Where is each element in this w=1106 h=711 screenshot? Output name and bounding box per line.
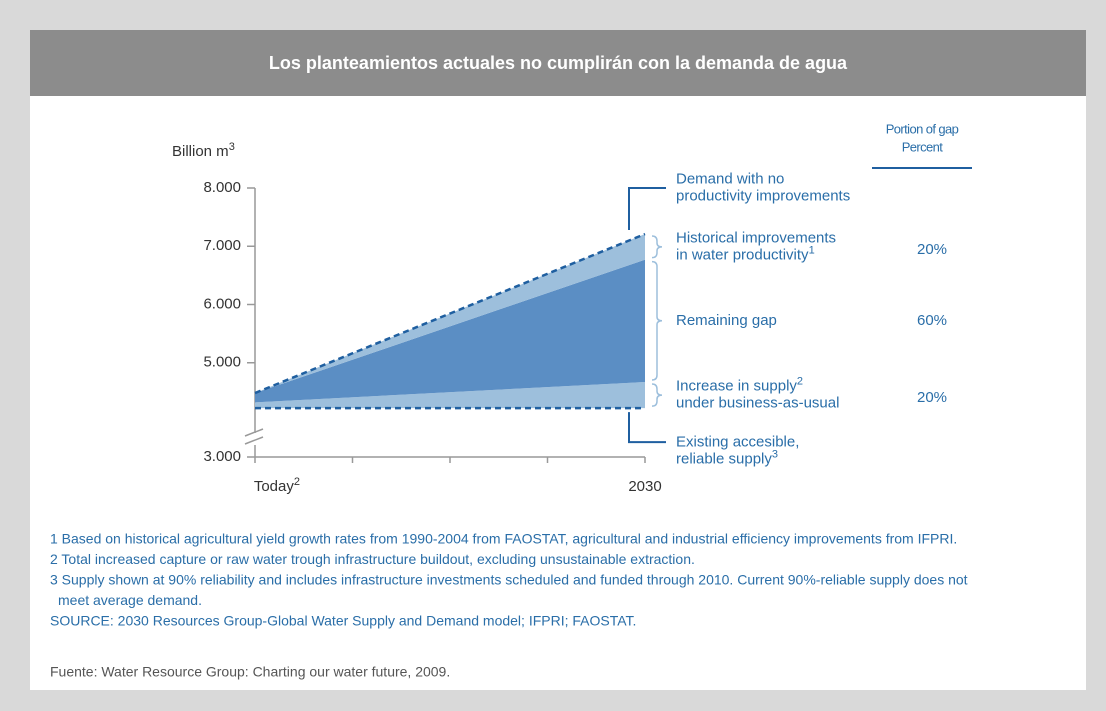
series-label: Historical improvements — [676, 229, 836, 246]
header-bar — [30, 30, 1086, 96]
y-axis-label-sup: 3 — [229, 141, 235, 153]
y-tick-label: 8.000 — [203, 179, 241, 196]
dashed-line — [254, 232, 646, 395]
footnote: 1 Based on historical agricultural yield… — [50, 531, 957, 547]
share-value: 20% — [917, 241, 947, 258]
x-tick-label-text: Today — [254, 478, 295, 495]
series-label-text: Increase in supply — [676, 378, 797, 395]
brace — [651, 235, 663, 259]
footnote: 3 Supply shown at 90% reliability and in… — [50, 572, 968, 588]
source-note: Fuente: Water Resource Group: Charting o… — [50, 664, 450, 680]
y-tick-label: 5.000 — [203, 354, 241, 371]
series-label-text: reliable supply — [676, 451, 772, 468]
series-label: Remaining gap — [676, 312, 777, 329]
series-label-sup: 1 — [809, 244, 815, 256]
leader — [628, 412, 666, 444]
series-label-text: Existing accesible, — [676, 434, 799, 451]
series-label-sup: 2 — [797, 375, 803, 387]
y-tick-label: 7.000 — [203, 237, 241, 254]
share-value: 60% — [917, 312, 947, 329]
series-label-text: Historical improvements — [676, 229, 836, 246]
x-tick-label-text: 2030 — [628, 478, 661, 495]
series-label-text: productivity improvements — [676, 187, 850, 204]
y-axis-label-text: Billion m — [172, 143, 229, 160]
area-band — [255, 259, 645, 403]
footnote: 2 Total increased capture or raw water t… — [50, 551, 695, 567]
brace — [651, 260, 663, 381]
series-label-text: under business-as-usual — [676, 395, 839, 412]
x-tick-label-sup: 2 — [294, 476, 300, 488]
leader — [628, 187, 666, 231]
y-tick-label: 3.000 — [203, 448, 241, 465]
series-label: reliable supply3 — [676, 449, 778, 468]
chart-title: Los planteamientos actuales no cumplirán… — [269, 53, 848, 73]
y-axis-label: Billion m3 — [172, 141, 235, 160]
y-tick-label: 6.000 — [203, 295, 241, 312]
x-tick-label: Today2 — [254, 476, 300, 495]
area-band — [255, 381, 645, 409]
series-label: Demand with no — [676, 170, 784, 187]
share-value: 20% — [917, 389, 947, 406]
series-label: productivity improvements — [676, 187, 850, 204]
series-label: under business-as-usual — [676, 395, 839, 412]
x-tick-label: 2030 — [628, 478, 661, 495]
share-header: Percent — [902, 139, 944, 154]
series-label-text: in water productivity — [676, 246, 809, 263]
axis-break — [244, 436, 264, 445]
footnote: meet average demand. — [58, 592, 202, 608]
share-header: Portion of gap — [886, 121, 959, 136]
series-label: Increase in supply2 — [676, 375, 803, 394]
series-label: Existing accesible, — [676, 434, 799, 451]
footnote: SOURCE: 2030 Resources Group-Global Wate… — [50, 613, 636, 629]
series-label: in water productivity1 — [676, 244, 815, 263]
series-label-text: Remaining gap — [676, 312, 777, 329]
series-label-text: Demand with no — [676, 170, 784, 187]
axis-break — [244, 428, 264, 437]
series-label-sup: 3 — [772, 449, 778, 461]
brace — [651, 383, 663, 407]
